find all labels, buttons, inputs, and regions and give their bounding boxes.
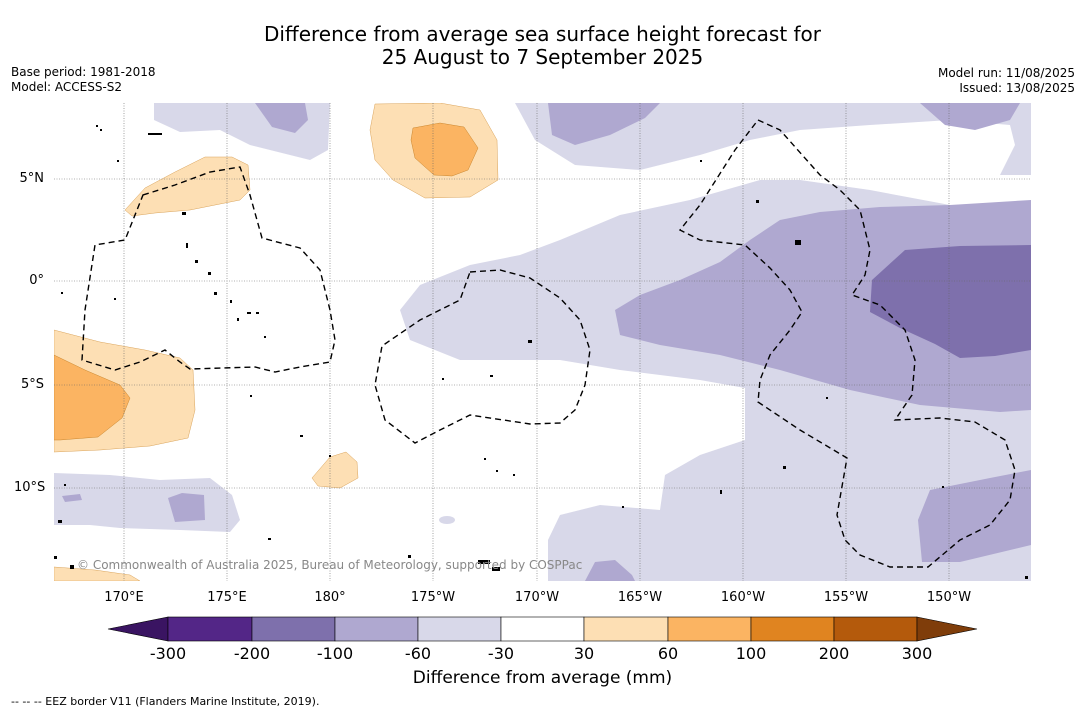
colorbar-label: -100 xyxy=(316,644,354,663)
colorbar-extend-high xyxy=(916,616,978,642)
anomaly-region-dark-purple xyxy=(870,245,1031,358)
lat-label: 5°S xyxy=(20,377,44,392)
copyright-credit: © Commonwealth of Australia 2025, Bureau… xyxy=(77,558,583,572)
eez-border-east xyxy=(678,119,1016,568)
colorbar-label: 60 xyxy=(657,644,679,663)
eez-legend-note: -- -- -- EEZ border V11 (Flanders Marine… xyxy=(11,695,320,708)
lon-label: 165°W xyxy=(617,590,663,605)
colorbar-label: 30 xyxy=(573,644,595,663)
map-title-line-2: 25 August to 7 September 2025 xyxy=(381,45,704,69)
lon-label: 155°W xyxy=(823,590,869,605)
lon-label: 180° xyxy=(314,590,346,605)
anomaly-region-light-orange-south xyxy=(311,451,359,489)
colorbar-bin xyxy=(334,616,419,642)
eez-borders xyxy=(81,119,1016,568)
anomaly-region-orange-north xyxy=(410,122,479,177)
colorbar-bin xyxy=(417,616,502,642)
model-run: Model run: 11/08/2025 xyxy=(937,66,1075,80)
lon-label: 170°E xyxy=(104,590,144,605)
anomaly-region-light-purple-north xyxy=(515,103,1031,175)
anomaly-region-medium-purple-sw-small xyxy=(62,494,82,502)
colorbar-bin xyxy=(167,616,253,642)
anomaly-region-medium-purple-north xyxy=(548,103,660,145)
anomaly-region-medium-purple-se xyxy=(918,470,1031,562)
eez-border-west xyxy=(81,166,336,373)
islands xyxy=(54,125,1028,579)
colorbar-label: -60 xyxy=(404,644,432,663)
lon-label: 175°E xyxy=(207,590,247,605)
colorbar-label: 100 xyxy=(735,644,767,663)
model-name: Model: ACCESS-S2 xyxy=(11,80,123,94)
colorbar-label: -30 xyxy=(487,644,515,663)
base-period: Base period: 1981-2018 xyxy=(11,65,156,79)
lat-label: 0° xyxy=(29,273,44,288)
map-title-line-1: Difference from average sea surface heig… xyxy=(263,22,822,46)
anomaly-region-medium-purple-nw xyxy=(255,103,308,133)
colorbar-bin xyxy=(750,616,835,642)
eez-border-central xyxy=(374,269,591,444)
colorbar-bin xyxy=(583,616,669,642)
colorbar-label: 300 xyxy=(901,644,933,663)
colorbar-bin xyxy=(667,616,752,642)
lon-label: 150°W xyxy=(926,590,972,605)
anomaly-region-orange-west xyxy=(54,354,131,441)
colorbar-bin xyxy=(251,616,336,642)
issued-date: Issued: 13/08/2025 xyxy=(959,81,1075,95)
lon-label: 160°W xyxy=(720,590,766,605)
map-gridlines xyxy=(54,103,1031,581)
anomaly-region-light-purple-sw xyxy=(54,473,240,532)
colorbar-label: 200 xyxy=(818,644,850,663)
meta-left: Base period: 1981-2018 Model: ACCESS-S2 xyxy=(11,65,156,95)
lon-label: 170°W xyxy=(514,590,560,605)
meta-right: Model run: 11/08/2025 Issued: 13/08/2025 xyxy=(938,66,1075,96)
colorbar-bin xyxy=(500,616,585,642)
anomaly-region-light-orange-sw xyxy=(54,566,141,581)
anomaly-region-medium-purple-sw xyxy=(168,493,205,522)
lat-label: 10°S xyxy=(14,480,46,495)
anomaly-spot-light-purple xyxy=(439,516,455,524)
colorbar-label: -200 xyxy=(233,644,271,663)
colorbar-label: -300 xyxy=(149,644,187,663)
lon-label: 175°W xyxy=(410,590,456,605)
colorbar-extend-low xyxy=(107,616,169,642)
lat-label: 5°N xyxy=(19,171,45,186)
colorbar xyxy=(107,616,978,642)
anomaly-region-medium-purple-ne xyxy=(920,103,1020,130)
anomaly-region-light-orange-nw xyxy=(124,156,251,217)
anomaly-region-medium-purple-south xyxy=(585,560,635,581)
colorbar-bin xyxy=(833,616,918,642)
colorbar-title: Difference from average (mm) xyxy=(412,668,673,688)
